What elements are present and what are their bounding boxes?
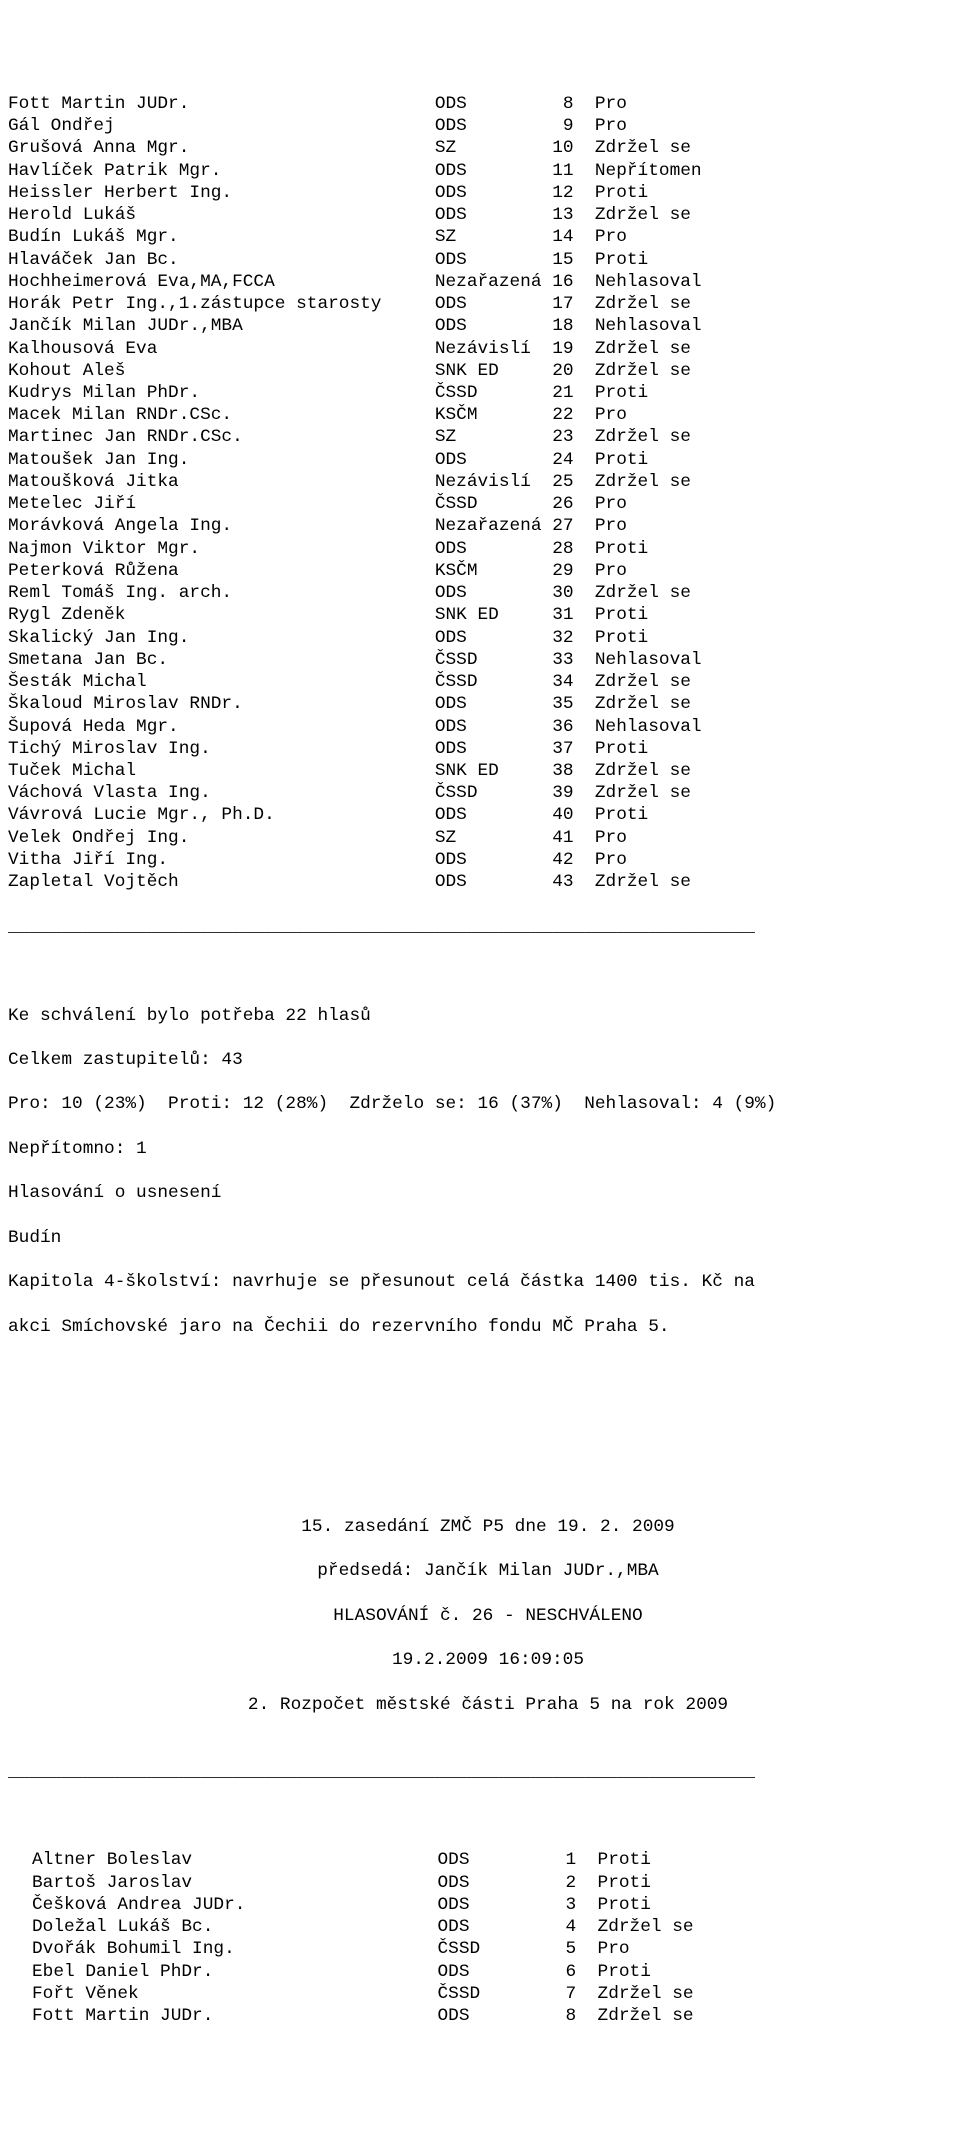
summary-line-3: Pro: 10 (23%) Proti: 12 (28%) Zdrželo se… (8, 1093, 960, 1115)
vote-row: Kohout Aleš SNK ED 20 Zdržel se (8, 360, 960, 382)
session-header-l2: předsedá: Jančík Milan JUDr.,MBA (8, 1560, 960, 1582)
summary-line-5: Hlasování o usnesení (8, 1182, 960, 1204)
vote-list-1: Fott Martin JUDr. ODS 8 ProGál Ondřej OD… (8, 93, 960, 893)
vote-row: Budín Lukáš Mgr. SZ 14 Pro (8, 226, 960, 248)
vote-row: Kudrys Milan PhDr. ČSSD 21 Proti (8, 382, 960, 404)
vote-row: Morávková Angela Ing. Nezařazená 27 Pro (8, 515, 960, 537)
blank-after-hr2 (8, 1805, 960, 1827)
summary-line-6: Budín (8, 1227, 960, 1249)
vote-row: Vávrová Lucie Mgr., Ph.D. ODS 40 Proti (8, 804, 960, 826)
vote-row: Vitha Jiří Ing. ODS 42 Pro (8, 849, 960, 871)
summary-line-8: akci Smíchovské jaro na Čechii do rezerv… (8, 1316, 960, 1338)
vote-row: Herold Lukáš ODS 13 Zdržel se (8, 204, 960, 226)
vote-row: Češková Andrea JUDr. ODS 3 Proti (32, 1894, 960, 1916)
vote-row: Metelec Jiří ČSSD 26 Pro (8, 493, 960, 515)
vote-row: Matoušková Jitka Nezávislí 25 Zdržel se (8, 471, 960, 493)
vote-row: Škaloud Miroslav RNDr. ODS 35 Zdržel se (8, 693, 960, 715)
vote-row: Váchová Vlasta Ing. ČSSD 39 Zdržel se (8, 782, 960, 804)
vote-row: Bartoš Jaroslav ODS 2 Proti (32, 1872, 960, 1894)
vote-row: Dvořák Bohumil Ing. ČSSD 5 Pro (32, 1938, 960, 1960)
vote-row: Peterková Růžena KSČM 29 Pro (8, 560, 960, 582)
vote-row: Hlaváček Jan Bc. ODS 15 Proti (8, 249, 960, 271)
vote-row: Gál Ondřej ODS 9 Pro (8, 115, 960, 137)
vote-row: Matoušek Jan Ing. ODS 24 Proti (8, 449, 960, 471)
vote-row: Horák Petr Ing.,1.zástupce starosty ODS … (8, 293, 960, 315)
session-header-l1: 15. zasedání ZMČ P5 dne 19. 2. 2009 (8, 1516, 960, 1538)
vote-row: Fott Martin JUDr. ODS 8 Zdržel se (32, 2005, 960, 2027)
vote-row: Skalický Jan Ing. ODS 32 Proti (8, 627, 960, 649)
vote-row: Kalhousová Eva Nezávislí 19 Zdržel se (8, 338, 960, 360)
vote-row: Grušová Anna Mgr. SZ 10 Zdržel se (8, 137, 960, 159)
session-header-l4: 19.2.2009 16:09:05 (8, 1649, 960, 1671)
vote-row: Reml Tomáš Ing. arch. ODS 30 Zdržel se (8, 582, 960, 604)
blank-2 (8, 1405, 960, 1427)
session-header-l3: HLASOVÁNÍ č. 26 - NESCHVÁLENO (8, 1605, 960, 1627)
vote-row: Ebel Daniel PhDr. ODS 6 Proti (32, 1961, 960, 1983)
vote-row: Fořt Věnek ČSSD 7 Zdržel se (32, 1983, 960, 2005)
vote-row: Hochheimerová Eva,MA,FCCA Nezařazená 16 … (8, 271, 960, 293)
vote-row: Tuček Michal SNK ED 38 Zdržel se (8, 760, 960, 782)
vote-row: Velek Ondřej Ing. SZ 41 Pro (8, 827, 960, 849)
vote-list-2: Altner Boleslav ODS 1 ProtiBartoš Jarosl… (8, 1849, 960, 2027)
summary-line-7: Kapitola 4-školství: navrhuje se přesuno… (8, 1271, 960, 1293)
vote-row: Tichý Miroslav Ing. ODS 37 Proti (8, 738, 960, 760)
vote-row: Šesták Michal ČSSD 34 Zdržel se (8, 671, 960, 693)
session-header-l5: 2. Rozpočet městské části Praha 5 na rok… (8, 1694, 960, 1716)
separator-1: ________________________________________… (8, 916, 960, 938)
blank-1 (8, 1360, 960, 1382)
summary-line-2: Celkem zastupitelů: 43 (8, 1049, 960, 1071)
vote-row: Zapletal Vojtěch ODS 43 Zdržel se (8, 871, 960, 893)
blank-after-hr1 (8, 960, 960, 982)
vote-row: Havlíček Patrik Mgr. ODS 11 Nepřítomen (8, 160, 960, 182)
vote-row: Jančík Milan JUDr.,MBA ODS 18 Nehlasoval (8, 315, 960, 337)
vote-row: Rygl Zdeněk SNK ED 31 Proti (8, 604, 960, 626)
vote-row: Fott Martin JUDr. ODS 8 Pro (8, 93, 960, 115)
blank-3 (8, 1449, 960, 1471)
summary-line-4: Nepřítomno: 1 (8, 1138, 960, 1160)
summary-line-1: Ke schválení bylo potřeba 22 hlasů (8, 1005, 960, 1027)
vote-row: Martinec Jan RNDr.CSc. SZ 23 Zdržel se (8, 426, 960, 448)
vote-row: Heissler Herbert Ing. ODS 12 Proti (8, 182, 960, 204)
separator-2: ________________________________________… (8, 1761, 960, 1783)
vote-row: Najmon Viktor Mgr. ODS 28 Proti (8, 538, 960, 560)
session-header: 15. zasedání ZMČ P5 dne 19. 2. 2009 před… (8, 1494, 960, 1739)
vote-row: Macek Milan RNDr.CSc. KSČM 22 Pro (8, 404, 960, 426)
vote-row: Šupová Heda Mgr. ODS 36 Nehlasoval (8, 716, 960, 738)
vote-row: Smetana Jan Bc. ČSSD 33 Nehlasoval (8, 649, 960, 671)
vote-row: Altner Boleslav ODS 1 Proti (32, 1849, 960, 1871)
vote-row: Doležal Lukáš Bc. ODS 4 Zdržel se (32, 1916, 960, 1938)
